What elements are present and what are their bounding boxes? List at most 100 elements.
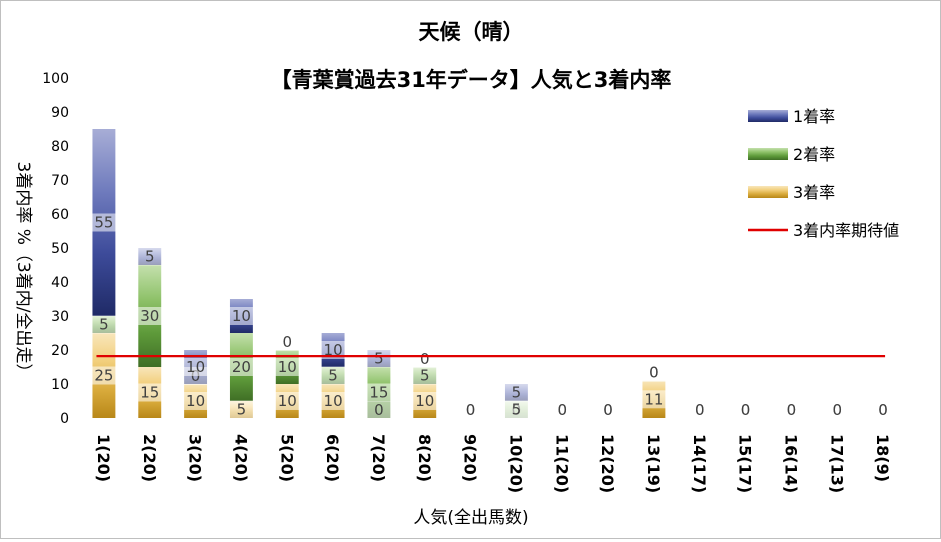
legend-swatch xyxy=(748,148,788,160)
x-tick-label: 4(20) xyxy=(231,434,250,482)
y-tick-label: 40 xyxy=(51,275,69,291)
bars xyxy=(92,129,666,418)
value-label-bg xyxy=(411,350,438,368)
value-label: 5 xyxy=(145,248,155,266)
value-label-bg xyxy=(274,358,301,376)
value-labels: 2555515305100105201010100105100155105000… xyxy=(90,213,897,419)
legend-label: 3着内率期待値 xyxy=(793,221,899,240)
value-label: 10 xyxy=(324,392,343,410)
value-label-bg xyxy=(457,401,484,419)
value-label: 55 xyxy=(94,214,113,232)
value-label: 10 xyxy=(324,341,343,359)
value-label: 5 xyxy=(99,316,109,334)
value-label: 10 xyxy=(278,392,297,410)
value-label: 10 xyxy=(186,358,205,376)
y-tick-label: 10 xyxy=(51,377,69,393)
y-tick-label: 0 xyxy=(60,411,69,427)
x-tick-label: 5(20) xyxy=(277,434,296,482)
y-tick-label: 60 xyxy=(51,207,69,223)
chart-title: 天候（晴） xyxy=(419,20,524,44)
value-label-bg xyxy=(274,392,301,410)
value-label: 0 xyxy=(374,401,384,419)
value-label-bg xyxy=(686,401,713,419)
x-tick-label: 3(20) xyxy=(186,434,205,482)
value-label-bg xyxy=(228,358,255,376)
value-label-bg xyxy=(778,401,805,419)
value-label: 15 xyxy=(140,384,159,402)
value-label: 0 xyxy=(832,401,842,419)
y-tick-label: 70 xyxy=(51,173,69,189)
x-tick-label: 7(20) xyxy=(369,434,388,482)
x-tick-label: 1(20) xyxy=(94,434,113,482)
value-label: 30 xyxy=(140,307,159,325)
value-label: 25 xyxy=(94,367,113,385)
y-tick-label: 50 xyxy=(51,241,69,257)
value-label: 0 xyxy=(787,401,797,419)
x-tick-label: 17(13) xyxy=(827,434,846,493)
x-tick-label: 10(20) xyxy=(506,434,525,493)
value-label: 5 xyxy=(420,367,430,385)
legend: 1着率 2着率 3着率 3着内率期待値 xyxy=(748,107,899,240)
legend-label: 3着率 xyxy=(793,183,835,202)
x-tick-label: 14(17) xyxy=(690,434,709,493)
legend-swatch xyxy=(748,110,788,122)
x-axis-label: 人気(全出馬数) xyxy=(413,508,528,528)
x-tick-label: 6(20) xyxy=(323,434,342,482)
value-label: 0 xyxy=(649,364,659,382)
value-label: 10 xyxy=(186,392,205,410)
y-tick-label: 80 xyxy=(51,139,69,155)
value-label: 10 xyxy=(278,358,297,376)
value-label: 0 xyxy=(878,401,888,419)
value-label: 10 xyxy=(415,392,434,410)
value-label-bg xyxy=(320,366,347,385)
value-label-bg xyxy=(824,401,851,419)
value-label: 10 xyxy=(232,307,251,325)
value-label-bg xyxy=(503,383,530,402)
value-label: 5 xyxy=(328,367,338,385)
value-label-bg xyxy=(365,349,392,368)
x-tick-label: 8(20) xyxy=(415,434,434,482)
x-tick-label: 9(20) xyxy=(461,434,480,482)
value-label: 5 xyxy=(512,401,522,419)
value-label: 0 xyxy=(420,350,430,368)
value-label: 0 xyxy=(603,401,613,419)
value-label: 0 xyxy=(282,333,292,351)
value-label: 0 xyxy=(557,401,567,419)
value-label-bg xyxy=(732,401,759,419)
value-label-bg xyxy=(320,341,347,359)
y-tick-label: 30 xyxy=(51,309,69,325)
x-tick-label: 18(9) xyxy=(873,434,892,482)
value-label: 5 xyxy=(512,384,522,402)
value-label-bg xyxy=(136,383,163,402)
value-label: 0 xyxy=(741,401,751,419)
x-axis-ticks: 1(20) 2(20) 3(20) 4(20) 5(20) 6(20) 7(20) 8(20)… xyxy=(94,434,892,493)
x-tick-label: 16(14) xyxy=(781,434,800,493)
y-axis-label: 3着内率 %（3着内/全出走） xyxy=(13,162,33,381)
y-tick-label: 100 xyxy=(42,71,69,87)
value-label-bg xyxy=(870,401,897,419)
value-label-bg xyxy=(411,366,438,385)
value-label-bg xyxy=(228,400,255,419)
y-tick-label: 20 xyxy=(51,343,69,359)
value-label: 11 xyxy=(644,390,663,408)
value-label-bg xyxy=(228,307,255,325)
value-label-bg xyxy=(90,213,117,232)
value-label: 0 xyxy=(466,401,476,419)
y-axis-ticks: 0 10 20 30 40 50 60 70 80 90 100 xyxy=(42,71,69,427)
x-tick-label: 13(19) xyxy=(644,434,663,493)
value-label-bg xyxy=(503,400,530,419)
x-tick-label: 12(20) xyxy=(598,434,617,493)
value-label-bg xyxy=(274,333,301,351)
value-label-bg xyxy=(549,401,576,419)
value-label-bg xyxy=(90,315,117,334)
legend-label: 2着率 xyxy=(793,145,835,164)
value-label-bg xyxy=(411,392,438,410)
value-label-bg xyxy=(365,383,392,402)
value-label-bg xyxy=(136,247,163,266)
value-label: 0 xyxy=(695,401,705,419)
value-label-bg xyxy=(640,363,667,382)
value-label-bg xyxy=(320,392,347,410)
value-label-bg xyxy=(595,401,622,419)
